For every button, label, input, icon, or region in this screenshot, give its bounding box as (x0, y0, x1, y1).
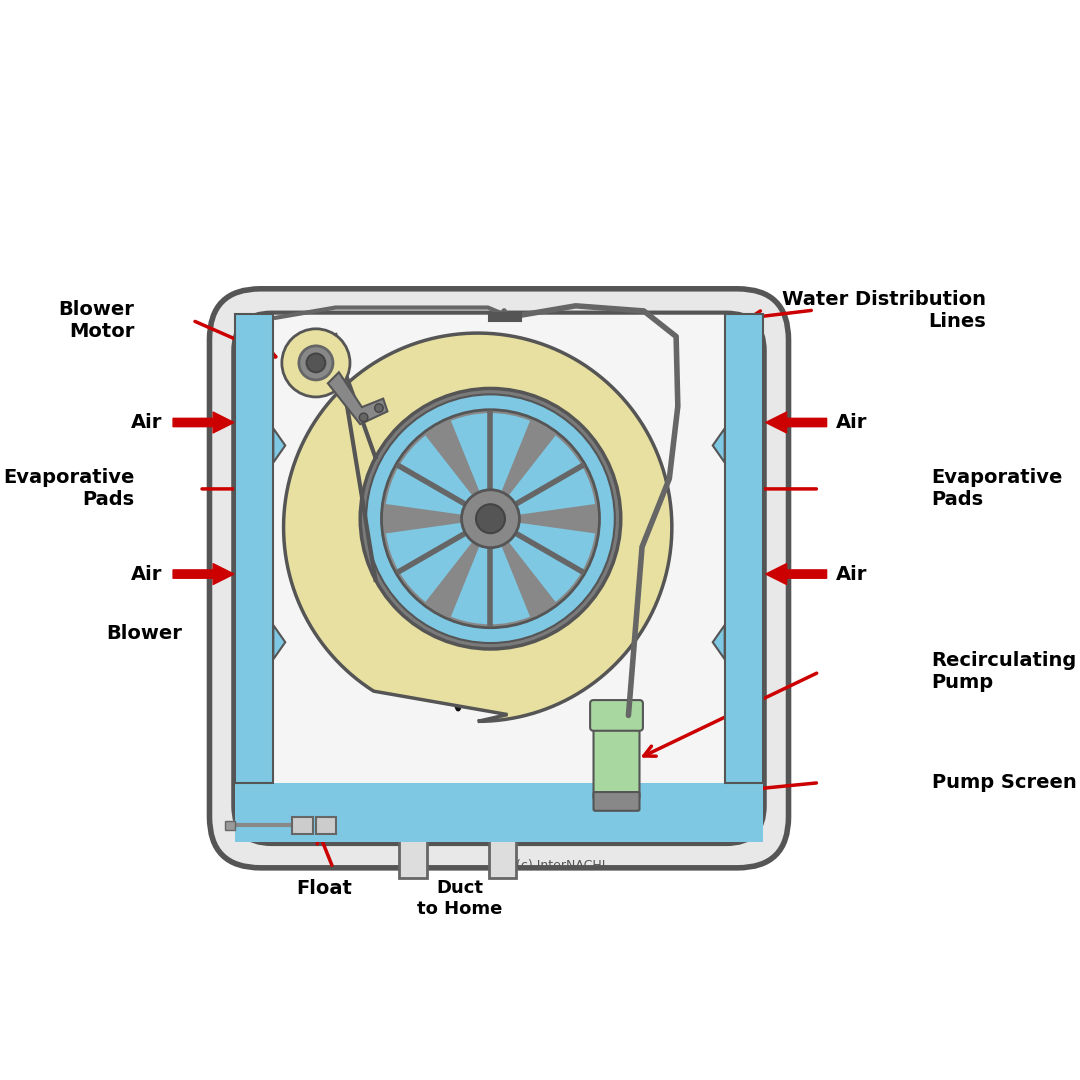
Text: (c) InterNACHI: (c) InterNACHI (515, 859, 605, 872)
Circle shape (307, 353, 325, 373)
Wedge shape (451, 414, 530, 518)
Circle shape (381, 409, 599, 627)
Text: Air: Air (836, 413, 867, 432)
Bar (316, 816, 336, 834)
Bar (292, 816, 312, 834)
Bar (235, 314, 273, 783)
Bar (225, 821, 235, 829)
Wedge shape (490, 518, 595, 602)
Text: Pump Screen: Pump Screen (932, 773, 1077, 793)
FancyBboxPatch shape (233, 312, 765, 843)
Text: Air: Air (836, 565, 867, 583)
Text: Cool Air: Cool Air (413, 648, 504, 667)
Circle shape (461, 489, 519, 548)
Wedge shape (451, 518, 530, 624)
Circle shape (361, 389, 621, 649)
Bar (489, 312, 522, 321)
Text: Blower: Blower (106, 624, 183, 644)
Polygon shape (284, 333, 672, 721)
Text: Air: Air (131, 565, 162, 583)
Text: Duct
to Home: Duct to Home (417, 879, 502, 918)
Wedge shape (490, 435, 595, 518)
Circle shape (360, 414, 368, 421)
Text: Evaporative
Pads: Evaporative Pads (3, 469, 135, 510)
Circle shape (299, 346, 333, 380)
Text: Recirculating
Pump: Recirculating Pump (932, 651, 1077, 692)
FancyBboxPatch shape (590, 700, 643, 731)
Bar (235, 783, 762, 842)
Circle shape (476, 504, 505, 534)
Bar (400, 837, 427, 878)
Polygon shape (273, 625, 285, 659)
Text: Evaporative
Pads: Evaporative Pads (932, 469, 1063, 510)
Text: Blower
Motor: Blower Motor (58, 300, 135, 341)
Circle shape (282, 328, 350, 397)
Text: Air: Air (131, 413, 162, 432)
Wedge shape (386, 435, 490, 518)
FancyBboxPatch shape (210, 288, 788, 868)
Circle shape (366, 394, 615, 643)
Polygon shape (328, 373, 388, 424)
Bar (725, 314, 762, 783)
Polygon shape (273, 429, 285, 462)
Polygon shape (713, 625, 725, 659)
Text: Water Distribution
Lines: Water Distribution Lines (782, 289, 986, 330)
FancyBboxPatch shape (594, 792, 639, 811)
Bar (489, 837, 516, 878)
Circle shape (375, 404, 383, 413)
FancyBboxPatch shape (594, 717, 639, 800)
Text: Float: Float (297, 879, 352, 897)
Polygon shape (713, 429, 725, 462)
Wedge shape (386, 518, 490, 602)
